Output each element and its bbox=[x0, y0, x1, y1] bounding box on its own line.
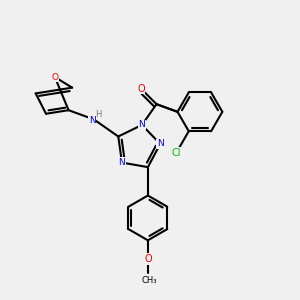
Text: CH₃: CH₃ bbox=[141, 276, 157, 285]
Text: O: O bbox=[51, 73, 58, 82]
Text: O: O bbox=[137, 83, 145, 94]
Text: Cl: Cl bbox=[171, 148, 181, 158]
Text: N: N bbox=[139, 121, 145, 130]
Text: N: N bbox=[89, 116, 96, 125]
Text: H: H bbox=[95, 110, 101, 119]
Text: N: N bbox=[157, 140, 164, 148]
Text: O: O bbox=[144, 254, 152, 264]
Text: N: N bbox=[118, 158, 125, 167]
